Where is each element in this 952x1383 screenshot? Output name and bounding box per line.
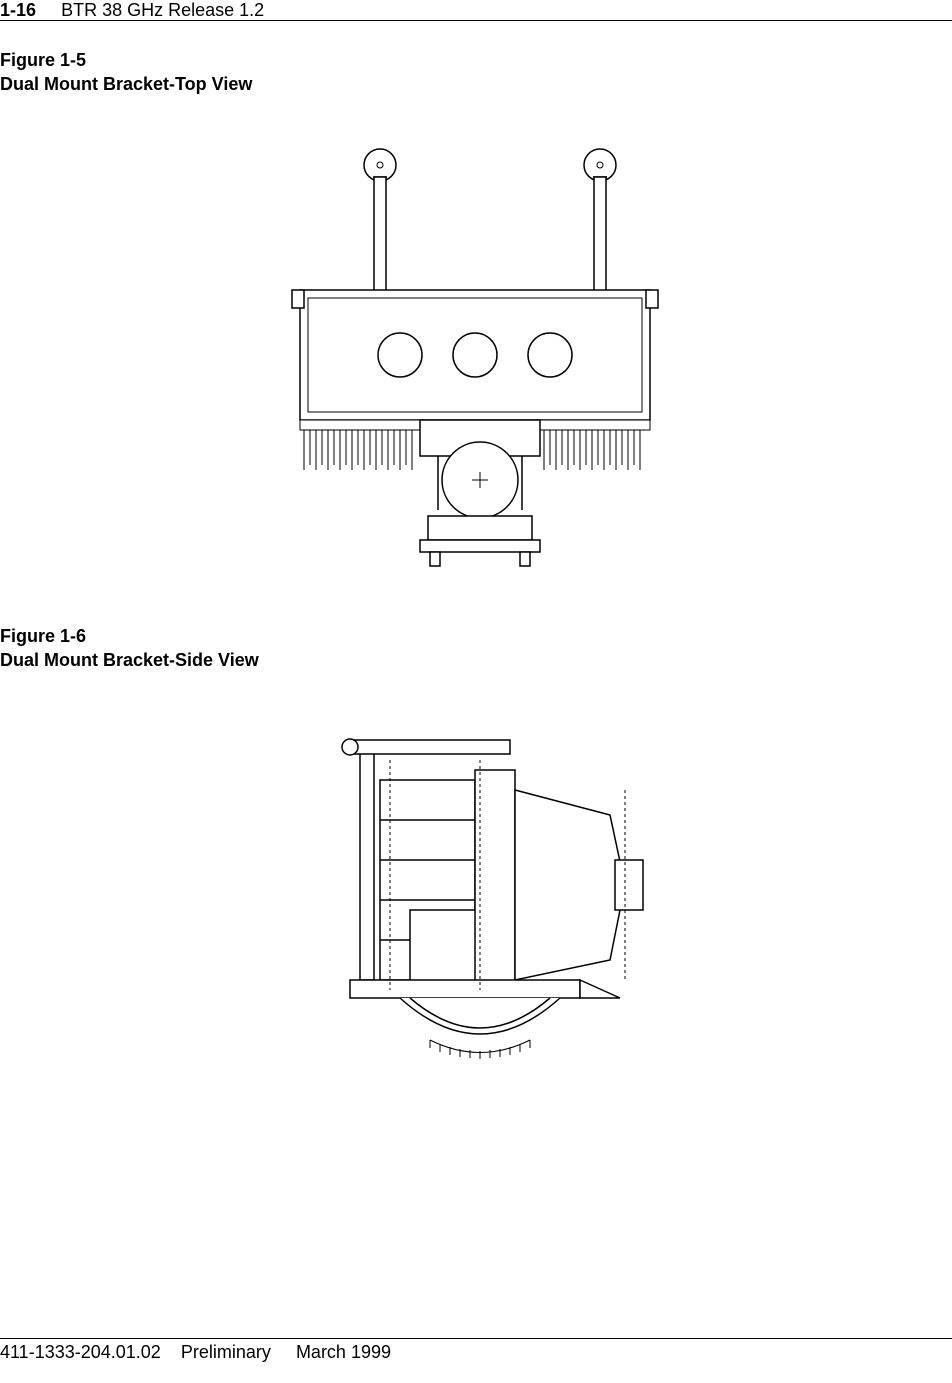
- header-spacer: [41, 0, 56, 20]
- figure-1-caption: Dual Mount Bracket-Top View: [0, 72, 252, 96]
- page-header: 1-16 BTR 38 GHz Release 1.2: [0, 0, 264, 20]
- figure-1-block: Figure 1-5 Dual Mount Bracket-Top View: [0, 48, 252, 96]
- figure-2-diagram: [280, 720, 680, 1115]
- footer-status: Preliminary: [181, 1342, 271, 1362]
- page-footer: 411-1333-204.01.02 Preliminary March 199…: [0, 1342, 391, 1363]
- figure-2-caption: Dual Mount Bracket-Side View: [0, 648, 259, 672]
- figure-2-label: Figure 1-6: [0, 624, 259, 648]
- doc-title: BTR 38 GHz Release 1.2: [61, 0, 264, 20]
- figure-2-block: Figure 1-6 Dual Mount Bracket-Side View: [0, 624, 259, 672]
- footer-date: March 1999: [296, 1342, 391, 1362]
- footer-spacer-2: [276, 1342, 291, 1362]
- bracket-side-view-svg: [280, 720, 680, 1110]
- figure-1-diagram: [280, 140, 680, 585]
- footer-doc-number: 411-1333-204.01.02: [0, 1342, 161, 1362]
- figure-1-label: Figure 1-5: [0, 48, 252, 72]
- header-rule: [0, 20, 952, 21]
- page: 1-16 BTR 38 GHz Release 1.2 Figure 1-5 D…: [0, 0, 952, 1383]
- footer-rule: [0, 1338, 952, 1339]
- page-number: 1-16: [0, 0, 36, 20]
- bracket-top-view-svg: [280, 140, 680, 580]
- footer-spacer-1: [166, 1342, 176, 1362]
